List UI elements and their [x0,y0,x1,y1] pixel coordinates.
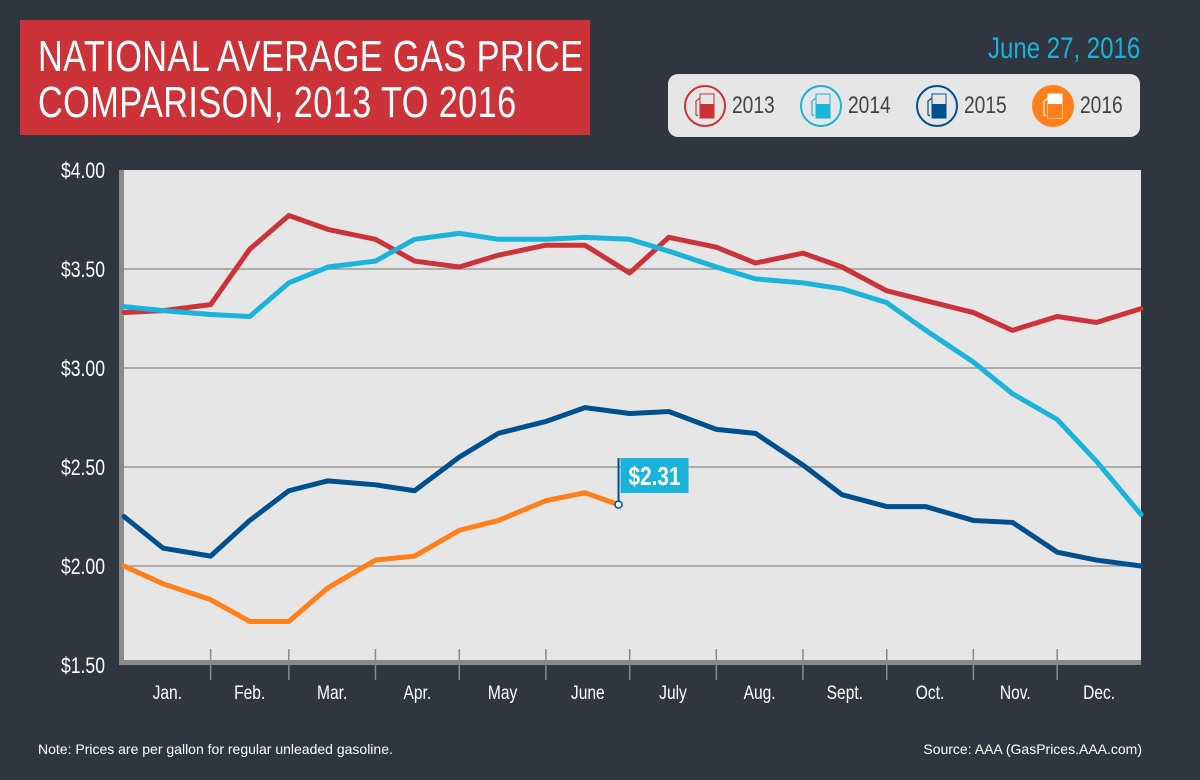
x-tick-label: Nov. [1000,682,1031,704]
gas-pump-icon [684,85,726,127]
callout-point [614,500,623,509]
gas-pump-icon [916,85,958,127]
page-title: NATIONAL AVERAGE GAS PRICE COMPARISON, 2… [38,34,583,126]
legend-label: 2016 [1080,92,1123,119]
x-tick-label: Aug. [744,682,776,704]
legend-label: 2015 [964,92,1007,119]
title-line-1: NATIONAL AVERAGE GAS PRICE [38,32,584,81]
x-tick-label: Mar. [317,682,347,704]
y-tick-label: $3.50 [61,258,105,282]
legend-item-2014: 2014 [798,83,901,129]
callout-label: $2.31 [629,462,681,491]
x-tick-label: Jan. [153,682,182,704]
source-credit: Source: AAA (GasPrices.AAA.com) [923,741,1142,757]
x-tick-label: June [571,682,605,704]
legend-item-2015: 2015 [914,83,1017,129]
x-tick-label: Feb. [234,682,265,704]
gas-pump-icon [1032,85,1074,127]
x-tick-label: July [659,682,687,704]
callout-flag [620,458,689,493]
x-tick-label: May [488,682,518,704]
y-tick-label: $2.00 [61,555,105,579]
legend-label: 2013 [732,92,775,119]
y-axis-line [119,170,124,665]
legend-label: 2014 [848,92,891,119]
footnote: Note: Prices are per gallon for regular … [38,741,393,757]
y-tick-label: $4.00 [61,159,105,183]
series-line-2015 [121,405,1144,569]
series-line-2013 [121,213,1144,333]
report-date: June 27, 2016 [987,32,1140,65]
title-banner: NATIONAL AVERAGE GAS PRICE COMPARISON, 2… [20,20,590,135]
series-line-2016 [121,490,622,624]
x-tick-label: Dec. [1083,682,1115,704]
y-tick-label: $3.00 [61,357,105,381]
x-tick-label: Sept. [827,682,863,704]
legend-item-2013: 2013 [682,83,785,129]
legend-item-2016: 2016 [1030,83,1133,129]
x-tick-label: Apr. [404,682,432,704]
x-tick-label: Oct. [916,682,945,704]
y-tick-label: $2.50 [61,456,105,480]
series-line-2014 [121,230,1144,518]
y-tick-label: $1.50 [61,654,105,678]
chart-legend: 2013 2014 2015 2016 [668,74,1140,137]
gas-pump-icon [800,85,842,127]
title-line-2: COMPARISON, 2013 TO 2016 [38,78,517,127]
